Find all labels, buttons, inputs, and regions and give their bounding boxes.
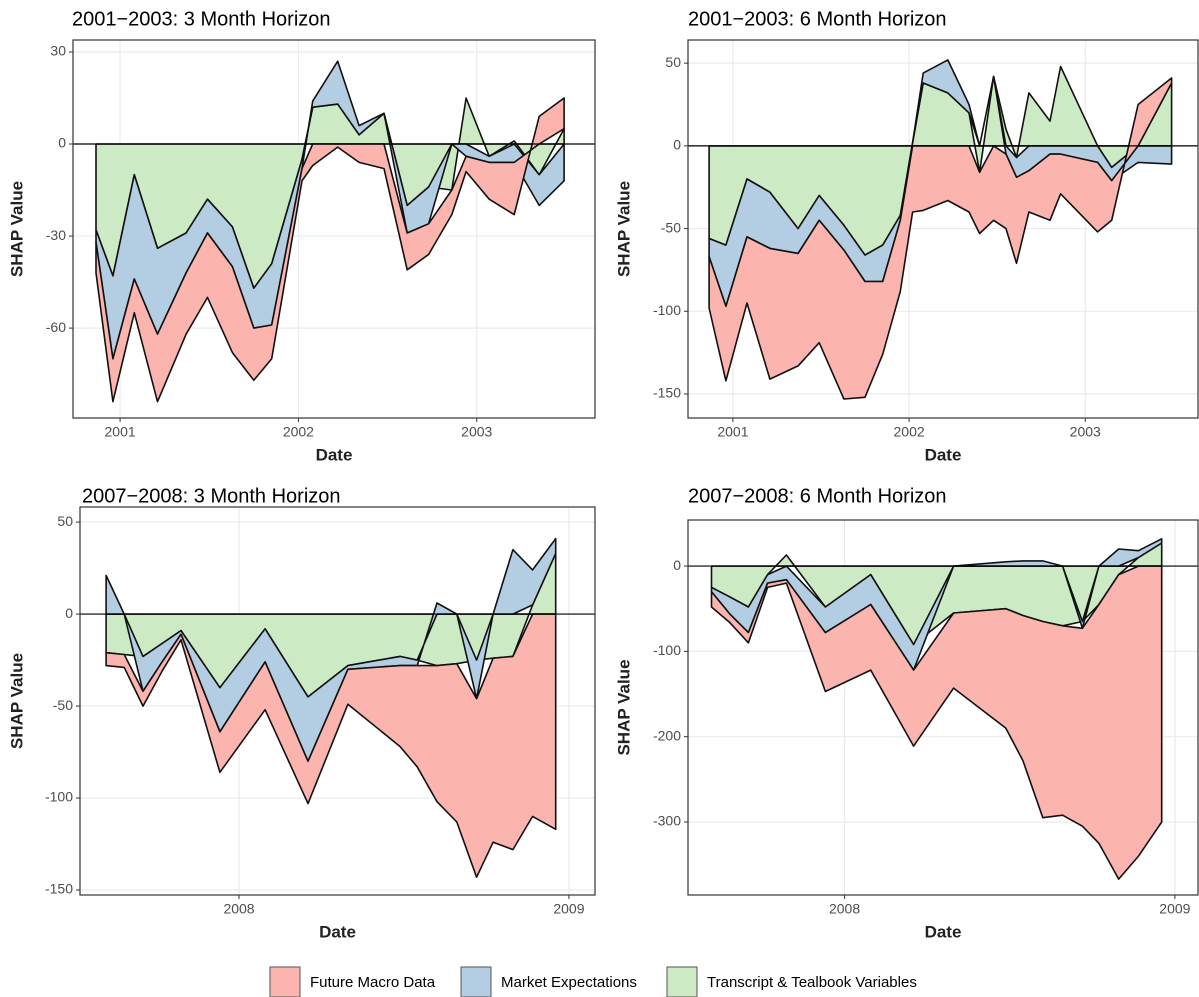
x-tick-label: 2009 [553,901,584,917]
chart-title: 2001−2003: 6 Month Horizon [688,8,947,30]
y-tick-label: -200 [653,727,681,743]
y-tick-label: 0 [673,137,681,153]
y-axis-title: SHAP Value [614,659,633,755]
y-tick-label: 30 [50,43,66,59]
x-axis-title: Date [925,922,962,941]
x-axis-title: Date [319,922,356,941]
legend-key [666,966,698,997]
x-tick-label: 2008 [223,901,254,917]
x-axis-title: Date [316,445,353,464]
panel-border [687,519,1199,896]
x-tick-label: 2009 [1159,901,1190,917]
area [708,77,1173,400]
chart-title: 2001−2003: 3 Month Horizon [72,8,331,30]
y-tick-label: -100 [653,642,681,658]
chart-title: 2007−2008: 6 Month Horizon [688,485,947,507]
y-tick-label: 0 [58,135,66,151]
y-tick-label: 50 [665,54,681,70]
y-tick-label: 50 [57,513,73,529]
y-tick-label: -60 [46,319,66,335]
y-tick-label: -300 [653,813,681,829]
y-tick-label: -50 [661,219,681,235]
x-axis-title: Date [925,445,962,464]
x-tick-label: 2002 [283,424,314,440]
y-tick-label: -150 [653,385,681,401]
y-tick-label: -100 [45,789,73,805]
y-tick-label: -30 [46,227,66,243]
legend-key [460,966,492,997]
x-tick-label: 2001 [717,424,748,440]
chart-title: 2007−2008: 3 Month Horizon [82,485,341,507]
y-axis-title: SHAP Value [614,181,633,277]
area [95,97,565,403]
y-tick-label: -150 [45,881,73,897]
legend-label: Future Macro Data [310,974,436,991]
x-tick-label: 2008 [829,901,860,917]
x-tick-label: 2003 [461,424,492,440]
y-tick-label: 0 [65,605,73,621]
panel-border [79,506,596,896]
y-tick-label: 0 [673,557,681,573]
y-tick-label: -100 [653,302,681,318]
legend-label: Transcript & Tealbook Variables [707,974,917,991]
legend-key [269,966,301,997]
panel-border [72,39,596,419]
x-tick-label: 2001 [105,424,136,440]
y-axis-title: SHAP Value [7,181,26,277]
x-tick-label: 2003 [1070,424,1101,440]
y-tick-label: -50 [53,697,73,713]
legend-label: Market Expectations [501,974,637,991]
y-axis-title: SHAP Value [7,653,26,749]
x-tick-label: 2002 [894,424,925,440]
